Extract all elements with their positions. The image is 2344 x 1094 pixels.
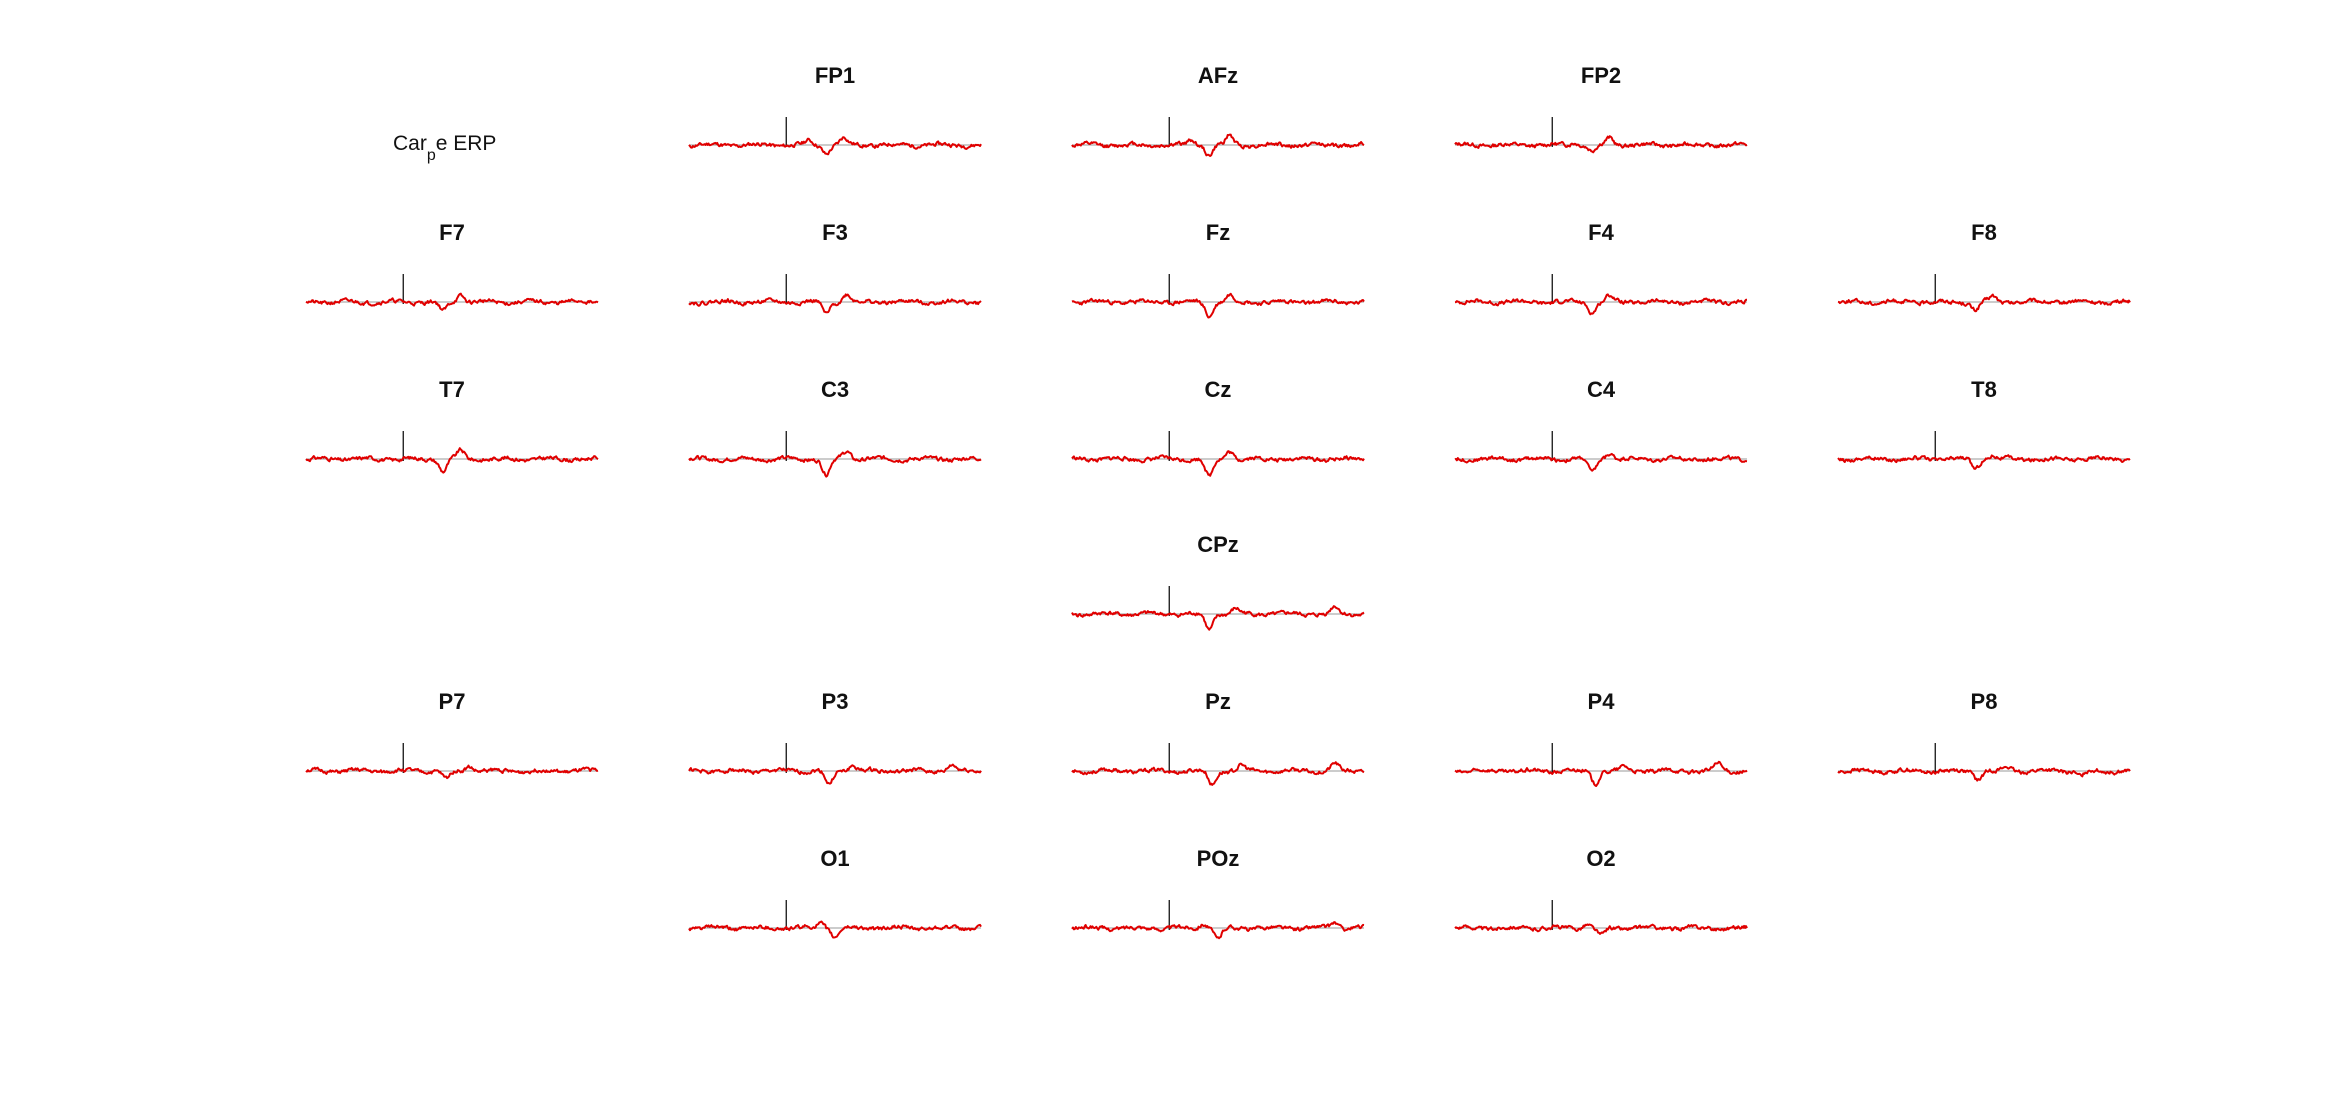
- erp-trace-t8: [1837, 454, 2131, 470]
- erp-trace-pz: [1071, 761, 1365, 786]
- erp-trace-f4: [1454, 293, 1747, 316]
- legend-label: Carpe ERP: [393, 132, 496, 164]
- channel-title-p8: P8: [1971, 689, 1998, 714]
- channel-title-fp1: FP1: [815, 63, 855, 88]
- erp-trace-cz: [1071, 450, 1365, 477]
- channel-title-f8: F8: [1971, 220, 1997, 245]
- erp-trace-c3: [688, 450, 982, 478]
- channel-title-c3: C3: [821, 377, 849, 402]
- channel-title-t8: T8: [1971, 377, 1997, 402]
- channel-title-c4: C4: [1587, 377, 1616, 402]
- channel-plots: FP1 AFz FP2 F7 F3 Fz F4 F8 T7 C3 Cz C4 T8 CPz P7 P3 Pz P4…: [305, 63, 2131, 940]
- erp-trace-fz: [1071, 292, 1365, 319]
- erp-trace-o1: [688, 920, 982, 939]
- channel-title-o1: O1: [820, 846, 849, 871]
- erp-trace-p4: [1454, 760, 1748, 787]
- erp-trace-cpz: [1071, 605, 1365, 631]
- erp-trace-p3: [688, 763, 982, 785]
- channel-title-f3: F3: [822, 220, 848, 245]
- erp-trace-fp2: [1454, 135, 1748, 154]
- channel-title-fz: Fz: [1206, 220, 1230, 245]
- channel-title-f7: F7: [439, 220, 465, 245]
- erp-trace-afz: [1071, 133, 1365, 157]
- erp-trace-t7: [305, 447, 599, 474]
- legend-label-main: Car: [393, 132, 427, 155]
- erp-trace-f8: [1837, 293, 2131, 313]
- channel-title-t7: T7: [439, 377, 465, 402]
- channel-title-f4: F4: [1588, 220, 1614, 245]
- channel-title-p4: P4: [1588, 689, 1616, 714]
- erp-trace-c4: [1454, 452, 1748, 472]
- erp-trace-poz: [1071, 921, 1365, 940]
- erp-trace-p7: [305, 764, 599, 780]
- channel-title-poz: POz: [1197, 846, 1240, 871]
- erp-trace-o2: [1454, 923, 1748, 935]
- channel-title-p7: P7: [439, 689, 466, 714]
- channel-title-p3: P3: [822, 689, 849, 714]
- channel-title-pz: Pz: [1205, 689, 1231, 714]
- legend-label-rest: e ERP: [436, 132, 497, 155]
- channel-title-o2: O2: [1586, 846, 1615, 871]
- legend-label-subscript: p: [427, 147, 436, 164]
- channel-title-fp2: FP2: [1581, 63, 1621, 88]
- channel-title-cpz: CPz: [1197, 532, 1239, 557]
- channel-title-cz: Cz: [1205, 377, 1232, 402]
- channel-title-afz: AFz: [1198, 63, 1238, 88]
- erp-trace-f3: [688, 293, 982, 314]
- erp-trace-p8: [1837, 765, 2131, 782]
- erp-trace-f7: [305, 292, 599, 311]
- erp-trace-fp1: [688, 136, 982, 156]
